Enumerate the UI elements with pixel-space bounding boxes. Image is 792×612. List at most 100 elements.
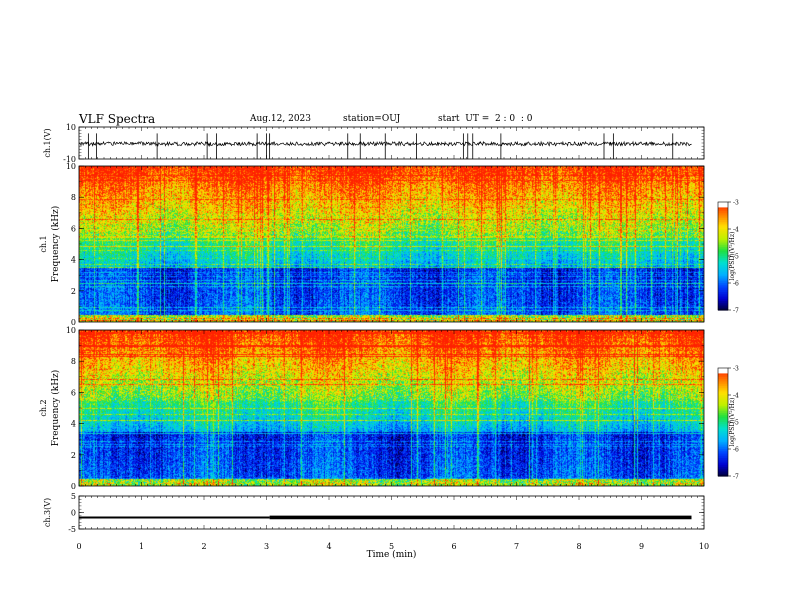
colorbar-cell bbox=[718, 297, 728, 300]
colorbar-cell bbox=[718, 236, 728, 239]
colorbar-cell bbox=[718, 472, 728, 475]
colorbar-cell bbox=[718, 205, 728, 208]
colorbar-tick-label: -5 bbox=[733, 254, 739, 261]
colorbar-cell bbox=[718, 229, 728, 232]
ch1-waveform-clip bbox=[79, 133, 692, 159]
x-tick-label: 4 bbox=[326, 542, 331, 551]
colorbar-cell bbox=[718, 272, 728, 275]
colorbar-cell bbox=[718, 422, 728, 425]
colorbar-cell bbox=[718, 306, 728, 309]
colorbar-cell bbox=[718, 254, 728, 257]
colorbar-cell bbox=[718, 308, 728, 311]
colorbar-cell bbox=[718, 387, 728, 391]
colorbar-cell bbox=[718, 247, 728, 250]
colorbar-label: log(PSD)(V²/Hz) bbox=[729, 232, 736, 281]
colorbar-cell bbox=[718, 216, 728, 219]
colorbar-cell bbox=[718, 386, 728, 389]
colorbar-cell bbox=[718, 411, 728, 414]
y-tick-label: 6 bbox=[71, 388, 76, 397]
colorbar-cell bbox=[718, 295, 728, 298]
colorbar-cell bbox=[718, 447, 728, 450]
y-axis-label: ch.1(V) bbox=[43, 128, 52, 157]
colorbar-cell bbox=[718, 436, 728, 439]
colorbar-cell bbox=[718, 243, 728, 246]
colorbar-cell bbox=[718, 434, 728, 437]
colorbar-cell bbox=[718, 368, 728, 371]
colorbar-cell bbox=[718, 270, 728, 273]
colorbar-cell bbox=[718, 371, 728, 374]
colorbar-cell bbox=[718, 425, 728, 428]
y-axis-label: ch.3(V) bbox=[43, 498, 52, 527]
colorbar-cell bbox=[718, 259, 728, 262]
y-tick-label: 8 bbox=[71, 357, 76, 366]
x-tick-label: 1 bbox=[139, 542, 144, 551]
colorbar-cell bbox=[718, 461, 728, 464]
colorbar-cell bbox=[718, 398, 728, 401]
colorbar-cell bbox=[718, 378, 728, 382]
ch1-spectrogram-panel bbox=[79, 166, 704, 322]
colorbar-cell bbox=[718, 445, 728, 448]
colorbar-cell bbox=[718, 395, 728, 398]
colorbar-cell bbox=[718, 202, 728, 205]
colorbar-cell bbox=[718, 474, 728, 477]
ch2-spectrogram-heatmap bbox=[79, 330, 704, 486]
colorbar-cell bbox=[718, 440, 728, 443]
colorbar-cell bbox=[718, 450, 728, 454]
colorbar-cell bbox=[718, 301, 728, 304]
colorbar-cell bbox=[718, 212, 728, 216]
colorbar-cell bbox=[718, 286, 728, 289]
colorbar-cell bbox=[718, 463, 728, 466]
colorbar-cell bbox=[718, 465, 728, 468]
x-tick-label: 8 bbox=[576, 542, 581, 551]
colorbar-cell bbox=[718, 283, 728, 286]
colorbar-cell bbox=[718, 393, 728, 396]
colorbar-cell bbox=[718, 382, 728, 385]
colorbar-tick-label: -7 bbox=[733, 308, 739, 315]
colorbar-cell bbox=[718, 420, 728, 423]
colorbar-cell bbox=[718, 375, 728, 378]
colorbar-cell bbox=[718, 211, 728, 214]
colorbar-cell bbox=[718, 389, 728, 392]
colorbar-cell bbox=[718, 223, 728, 226]
colorbar-cell bbox=[718, 391, 728, 394]
colorbar-cell bbox=[718, 288, 728, 291]
y-tick-label: 10 bbox=[66, 123, 76, 132]
colorbar-cell bbox=[718, 218, 728, 221]
colorbar-cell bbox=[718, 456, 728, 459]
colorbar-tick-label: -3 bbox=[733, 200, 739, 207]
colorbar-cell bbox=[718, 230, 728, 234]
y-tick-label: 5 bbox=[71, 492, 76, 501]
colorbar-cell bbox=[718, 221, 728, 225]
colorbar-cell bbox=[718, 438, 728, 441]
ch1-spectrogram-heatmap bbox=[79, 166, 704, 322]
colorbar-cell bbox=[718, 234, 728, 237]
colorbar-cell bbox=[718, 239, 728, 243]
colorbar-cell bbox=[718, 432, 728, 436]
colorbar-cell bbox=[718, 373, 728, 376]
colorbar-cell bbox=[718, 470, 728, 473]
colorbar-cell bbox=[718, 449, 728, 452]
y-tick-label: 2 bbox=[71, 451, 76, 460]
colorbar-cell bbox=[718, 203, 728, 207]
y-tick-label: -10 bbox=[63, 155, 76, 164]
colorbar-cell bbox=[718, 225, 728, 228]
colorbar-cell bbox=[718, 441, 728, 445]
colorbar-cell bbox=[718, 427, 728, 430]
colorbar-cell bbox=[718, 299, 728, 302]
colorbar-cell bbox=[718, 232, 728, 235]
colorbar-cell bbox=[718, 279, 728, 282]
x-tick-label: 5 bbox=[389, 542, 394, 551]
colorbar-cell bbox=[718, 256, 728, 259]
colorbar-cell bbox=[718, 304, 728, 307]
colorbar-cell bbox=[718, 396, 728, 400]
colorbar-cell bbox=[718, 275, 728, 279]
colorbar-label: log(PSD)(V²/Hz) bbox=[729, 398, 736, 447]
colorbar-cell bbox=[718, 293, 728, 297]
colorbar-cell bbox=[718, 241, 728, 244]
colorbar-cell bbox=[718, 384, 728, 387]
colorbar-cell bbox=[718, 377, 728, 380]
colorbar-cell bbox=[718, 431, 728, 434]
colorbar-cell bbox=[718, 248, 728, 252]
colorbar-cell bbox=[718, 277, 728, 280]
